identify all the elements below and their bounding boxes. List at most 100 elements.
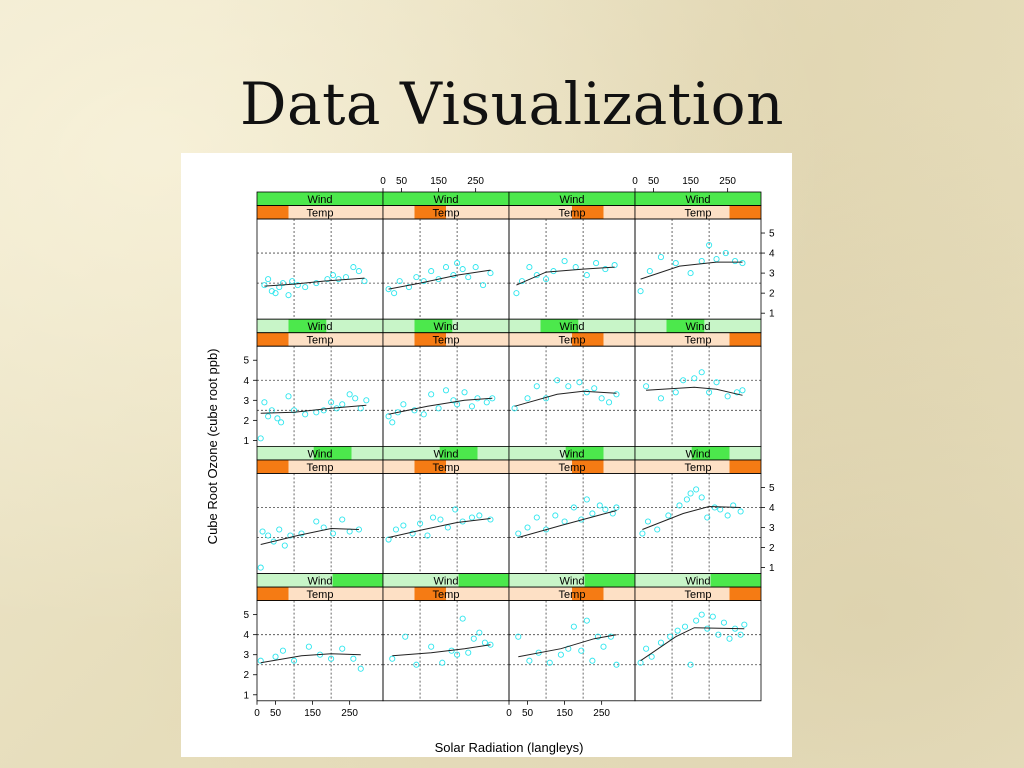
x-tick-label: 150: [682, 176, 699, 187]
data-point: [339, 645, 346, 652]
data-point: [357, 405, 364, 412]
temp-range-bar: [257, 459, 289, 474]
temp-strip-label: Temp: [307, 462, 334, 474]
data-point: [598, 395, 605, 402]
data-point: [657, 639, 664, 646]
temp-range-bar: [257, 332, 289, 347]
y-tick-label: 4: [243, 376, 249, 387]
data-point: [643, 645, 650, 652]
data-point: [554, 377, 561, 384]
data-point: [291, 407, 298, 414]
data-point: [609, 510, 616, 517]
data-point: [313, 280, 320, 287]
data-point: [294, 282, 301, 289]
panel-frame: [256, 600, 384, 702]
x-tick-label: 50: [270, 708, 282, 719]
data-point: [468, 514, 475, 521]
data-point: [672, 260, 679, 267]
temp-range-bar: [729, 205, 761, 219]
smooth-line: [388, 518, 491, 538]
temp-range-bar: [572, 332, 604, 347]
x-axis-title: Solar Radiation (langleys): [435, 740, 584, 755]
temp-range-bar: [729, 459, 761, 474]
y-tick-label: 5: [243, 610, 249, 621]
data-point: [543, 276, 550, 283]
data-point: [543, 526, 550, 533]
temp-range-bar: [257, 587, 289, 601]
wind-strip-label: Wind: [685, 194, 710, 206]
temp-range-bar: [257, 205, 289, 219]
data-point: [480, 282, 487, 289]
data-point: [576, 379, 583, 386]
wind-strip-label: Wind: [685, 321, 710, 333]
data-point: [643, 383, 650, 390]
data-point: [279, 280, 286, 287]
data-point: [680, 377, 687, 384]
smooth-line: [260, 404, 367, 414]
data-point: [613, 661, 620, 668]
data-point: [276, 526, 283, 533]
panel-frame: [634, 600, 762, 702]
data-point: [639, 530, 646, 537]
temp-strip-label: Temp: [559, 208, 586, 220]
panel-frame: [256, 218, 384, 320]
smooth-line: [392, 644, 491, 657]
smooth-line: [388, 397, 493, 415]
data-point: [468, 403, 475, 410]
data-point: [328, 655, 335, 662]
data-point: [329, 530, 337, 537]
data-point: [602, 266, 609, 273]
data-point: [420, 411, 427, 418]
smooth-line: [516, 266, 615, 286]
data-point: [557, 651, 564, 658]
data-point: [450, 397, 457, 404]
data-point: [285, 292, 292, 299]
data-point: [402, 633, 409, 640]
data-point: [726, 635, 733, 642]
data-point: [400, 401, 407, 408]
data-point: [259, 528, 266, 535]
data-point: [437, 516, 444, 523]
panel-frame: [508, 345, 636, 447]
data-point: [741, 621, 748, 628]
data-point: [704, 625, 711, 632]
panel-frame: [256, 472, 384, 574]
data-point: [589, 510, 596, 517]
data-point: [352, 395, 359, 402]
data-point: [674, 627, 681, 634]
data-point: [687, 270, 694, 277]
data-point: [289, 278, 296, 285]
wind-strip-label: Wind: [433, 194, 458, 206]
temp-range-bar: [572, 587, 604, 601]
data-point: [704, 514, 711, 521]
coplot-figure: Wind Temp Wind Temp 0 50 150 250 Wind Temp Wind Tem…: [181, 153, 792, 757]
wind-strip-label: Wind: [433, 448, 458, 460]
data-point: [261, 399, 268, 406]
data-point: [722, 250, 729, 257]
data-point: [355, 268, 362, 275]
data-point: [657, 395, 664, 402]
temp-range-bar: [572, 459, 604, 474]
temp-strip-label: Temp: [685, 462, 712, 474]
data-point: [257, 564, 264, 571]
data-point: [389, 655, 396, 662]
wind-strip-label: Wind: [307, 321, 332, 333]
data-point: [487, 270, 494, 277]
data-point: [715, 631, 722, 638]
data-point: [481, 639, 488, 646]
smooth-line: [640, 261, 743, 280]
data-point: [396, 278, 403, 285]
temp-strip-label: Temp: [433, 589, 460, 601]
data-point: [657, 254, 664, 261]
y-tick-label: 3: [243, 396, 249, 407]
wind-range-bar: [458, 573, 509, 588]
temp-strip-label: Temp: [685, 589, 712, 601]
data-point: [279, 647, 286, 654]
wind-strip-label: Wind: [433, 576, 458, 588]
data-point: [428, 643, 435, 650]
wind-range-bar: [439, 446, 478, 460]
panel-frame: [508, 472, 636, 574]
data-point: [335, 276, 342, 283]
wind-range-bar: [332, 573, 383, 588]
